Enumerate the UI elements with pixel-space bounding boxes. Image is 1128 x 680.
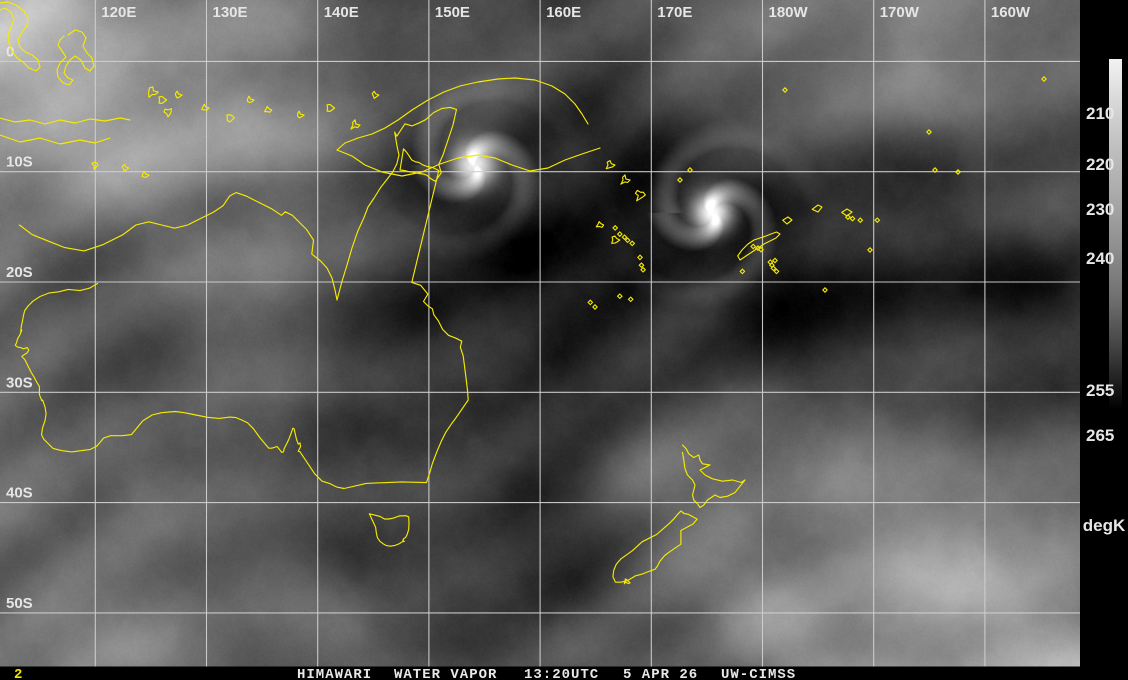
svg-text:160E: 160E	[546, 4, 581, 21]
svg-text:170E: 170E	[657, 4, 692, 21]
svg-text:50S: 50S	[6, 595, 33, 612]
svg-text:210: 210	[1086, 104, 1114, 123]
svg-text:10S: 10S	[6, 154, 33, 171]
svg-text:2: 2	[14, 667, 22, 680]
svg-text:5 APR 26: 5 APR 26	[623, 667, 698, 680]
svg-text:degK: degK	[1083, 516, 1126, 535]
svg-text:160W: 160W	[991, 4, 1031, 21]
svg-text:20S: 20S	[6, 264, 33, 281]
svg-text:13:20UTC: 13:20UTC	[524, 667, 599, 680]
svg-text:HIMAWARI: HIMAWARI	[297, 667, 372, 680]
svg-text:140E: 140E	[324, 4, 359, 21]
svg-text:170W: 170W	[880, 4, 920, 21]
svg-text:WATER VAPOR: WATER VAPOR	[394, 667, 497, 680]
svg-text:180W: 180W	[769, 4, 809, 21]
svg-text:120E: 120E	[101, 4, 136, 21]
svg-text:255: 255	[1086, 381, 1114, 400]
svg-text:130E: 130E	[213, 4, 248, 21]
svg-text:240: 240	[1086, 249, 1114, 268]
svg-text:150E: 150E	[435, 4, 470, 21]
svg-text:220: 220	[1086, 155, 1114, 174]
svg-text:UW-CIMSS: UW-CIMSS	[721, 667, 796, 680]
svg-text:30S: 30S	[6, 374, 33, 391]
svg-text:40S: 40S	[6, 485, 33, 502]
svg-text:230: 230	[1086, 200, 1114, 219]
svg-text:265: 265	[1086, 426, 1114, 445]
